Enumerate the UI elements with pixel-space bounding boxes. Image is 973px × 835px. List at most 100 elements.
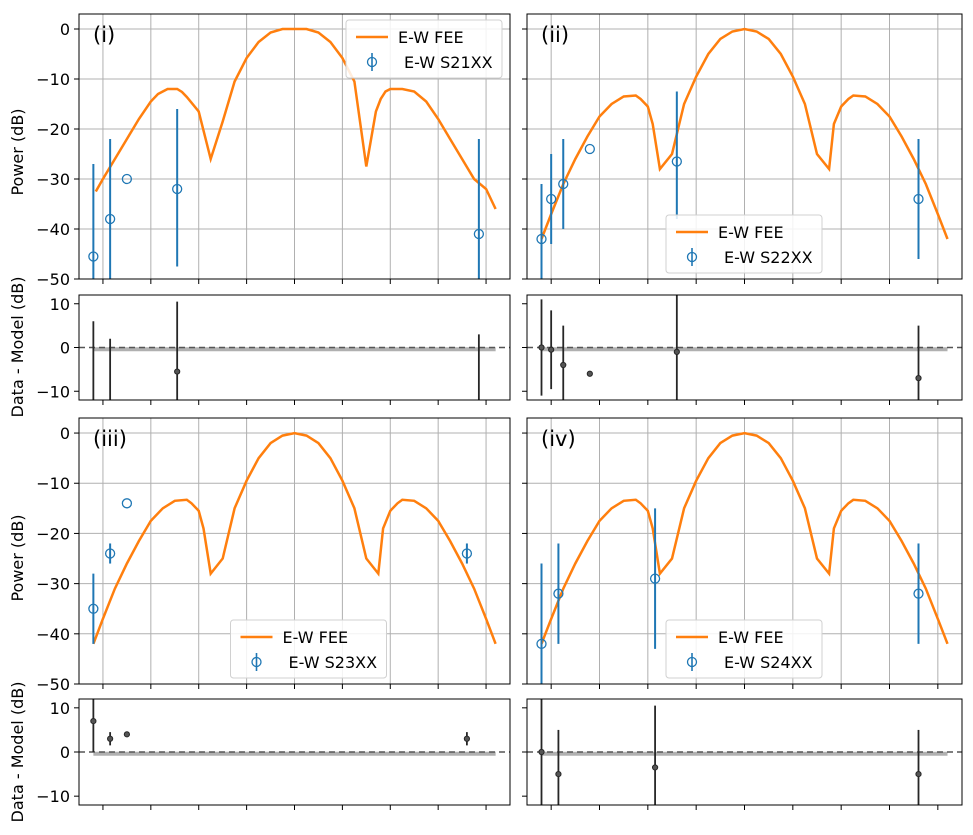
data-point — [649, 573, 661, 584]
legend-box — [665, 619, 823, 679]
legend-data-label: E-W S22XX — [724, 248, 813, 267]
legend-box — [345, 19, 503, 79]
power-panel-2: (ii) E-W FEE E-W S22XX — [522, 13, 963, 284]
residual-point — [538, 344, 545, 351]
legend: E-W FEE E-W S23XX — [230, 619, 387, 679]
residual-point — [123, 731, 130, 738]
legend-model-label: E-W FEE — [718, 223, 784, 242]
legend-box — [665, 214, 823, 274]
residual-point — [91, 402, 96, 407]
legend-data-label: E-W S23XX — [289, 653, 378, 672]
power-panel-4: (iv) E-W FEE E-W S24XX — [522, 417, 963, 689]
y-tick-label: −50 — [36, 675, 70, 694]
y-tick-label: −10 — [36, 787, 70, 806]
data-point — [104, 213, 116, 225]
panel-label: (ii) — [541, 23, 569, 47]
legend-model-label: E-W FEE — [398, 28, 464, 47]
residual-point — [555, 770, 562, 778]
residual-point — [174, 368, 181, 375]
residual-point — [915, 375, 922, 382]
legend-model-label: E-W FEE — [283, 628, 349, 647]
residual-point — [651, 764, 659, 771]
y-tick-label: 0 — [60, 743, 70, 762]
data-point — [88, 251, 99, 262]
legend-data-swatch — [251, 656, 262, 668]
residual-point — [538, 748, 545, 756]
panel-label: (iv) — [541, 427, 576, 451]
axes-frame — [526, 698, 963, 806]
y-tick-label: 0 — [60, 424, 70, 443]
residual-point — [586, 370, 593, 377]
residual-point — [548, 346, 555, 353]
power-panel-1: 0 −10 −20 −30 −40 −50 (i) E-W FEE E-W S21XX — [36, 13, 511, 289]
axes-frame — [78, 13, 511, 280]
data-point — [913, 588, 924, 599]
residual-ylabel-top: Data - Model (dB) — [8, 277, 27, 418]
y-tick-label: −10 — [36, 382, 70, 401]
residual-panel-2 — [522, 294, 963, 405]
data-point — [584, 143, 595, 155]
model-curve — [94, 27, 497, 210]
data-point — [473, 228, 485, 240]
residual-point — [915, 770, 922, 778]
legend-data-swatch — [686, 251, 698, 263]
data-point — [546, 193, 557, 205]
axes-frame — [526, 13, 963, 280]
power-ylabel-bottom: Power (dB) — [8, 514, 27, 601]
power-ylabel-top: Power (dB) — [8, 108, 27, 195]
data-point — [536, 638, 547, 649]
legend-data-label: E-W S24XX — [724, 653, 813, 672]
data-point — [553, 588, 564, 599]
residual-point — [560, 361, 567, 369]
y-tick-label: −30 — [36, 575, 70, 594]
data-point — [558, 178, 569, 190]
panel-label: (i) — [93, 23, 115, 47]
data-point — [536, 233, 547, 245]
residual-point — [673, 348, 680, 355]
residual-panel-4 — [522, 698, 963, 810]
panel-label: (iii) — [93, 427, 127, 451]
model-curve — [540, 27, 949, 240]
power-panel-3: 0 −10 −20 −30 −40 −50 (iii) E-W FEE E-W S23XX — [36, 417, 511, 694]
y-tick-label: −40 — [36, 625, 70, 644]
residual-panel-3: 10 0 −10 — [36, 698, 511, 810]
y-tick-label: 10 — [50, 699, 70, 718]
legend-data-label: E-W S21XX — [404, 53, 493, 72]
legend: E-W FEE E-W S21XX — [345, 19, 503, 79]
axes-frame — [78, 698, 511, 806]
data-point — [461, 548, 473, 559]
model-curve — [540, 431, 949, 645]
legend: E-W FEE E-W S22XX — [665, 214, 823, 274]
legend: E-W FEE E-W S24XX — [665, 619, 823, 679]
data-point — [671, 156, 682, 167]
axes-frame — [526, 294, 963, 401]
legend-model-label: E-W FEE — [718, 628, 784, 647]
y-tick-label: 10 — [50, 295, 70, 314]
residual-ylabel-bottom: Data - Model (dB) — [8, 682, 27, 823]
data-point — [121, 173, 133, 185]
data-point — [104, 548, 116, 559]
y-tick-label: −40 — [36, 220, 70, 239]
data-point — [172, 183, 183, 195]
axes-frame — [78, 294, 511, 401]
legend-data-swatch — [366, 56, 378, 68]
axes-frame — [78, 417, 511, 685]
residual-point — [476, 402, 481, 407]
axes-frame — [526, 417, 963, 685]
y-tick-label: −20 — [36, 524, 70, 543]
residual-point — [107, 735, 114, 742]
y-tick-label: 0 — [60, 339, 70, 358]
residual-point — [108, 411, 113, 416]
residual-panel-1: 10 0 −10 — [36, 294, 511, 416]
y-tick-label: 0 — [60, 20, 70, 39]
data-point — [121, 498, 133, 509]
y-tick-label: −20 — [36, 120, 70, 139]
y-tick-label: −50 — [36, 270, 70, 289]
residual-point — [463, 735, 470, 742]
y-tick-label: −10 — [36, 70, 70, 89]
legend-box — [230, 619, 387, 679]
y-tick-label: −10 — [36, 474, 70, 493]
residual-point — [90, 717, 97, 725]
data-point — [88, 603, 99, 614]
